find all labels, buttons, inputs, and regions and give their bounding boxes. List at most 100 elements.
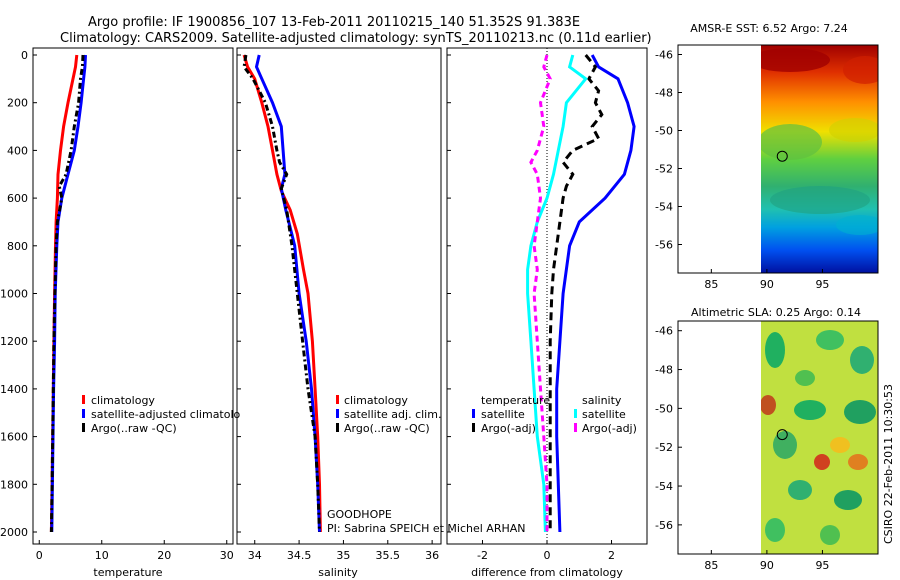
csiro-timestamp: CSIRO 22-Feb-2011 10:30:53: [882, 384, 895, 544]
sla-map-frame: [677, 320, 879, 555]
y-tick-label: 0: [21, 49, 28, 62]
sla-blob: [814, 454, 830, 470]
series-line-satellite-adjusted-climatolo: [50, 54, 87, 533]
temperature-axes-frame: [32, 47, 234, 545]
temperature-series: [49, 54, 87, 533]
temperature-legend: climatology satellite-adjusted climatolo…: [82, 394, 241, 435]
lat-tick-label: -54: [655, 201, 673, 214]
difference-xlabel: difference from climatology: [471, 566, 623, 579]
series-line-argo-raw-qc-: [242, 54, 321, 533]
sst-field: [761, 45, 878, 273]
legend-label-satellite: satellite-adjusted climatolo: [91, 408, 241, 421]
series-line-salinity-argo-adj-: [529, 54, 552, 532]
legend-label-sal-satellite: satellite: [582, 408, 626, 421]
legend-label-temp-argo: Argo(-adj): [481, 422, 536, 435]
sst-blob: [829, 118, 878, 142]
legend-label-climatology: climatology: [91, 394, 155, 407]
sst-map-title: AMSR-E SST: 6.52 Argo: 7.24: [690, 22, 848, 35]
lat-tick-label: -56: [655, 519, 673, 532]
legend-swatch-argo: [82, 423, 85, 432]
sst-map-frame: [677, 44, 879, 274]
sst-blob: [836, 215, 878, 235]
sla-blob: [844, 400, 876, 424]
series-line-temperature-satellite: [555, 54, 636, 533]
sla-blob: [795, 370, 815, 386]
sla-blob: [850, 346, 874, 374]
lon-tick-label: 90: [760, 278, 774, 291]
sla-blob: [794, 400, 826, 420]
pi-annotation: PI: Sabrina SPEICH et Michel ARHAN: [327, 522, 526, 535]
lat-tick-label: -54: [655, 480, 673, 493]
x-tick-label: -2: [477, 549, 488, 562]
sla-blob: [848, 454, 868, 470]
lon-tick-label: 95: [815, 278, 829, 291]
lon-tick-label: 85: [704, 278, 718, 291]
legend-label-climatology: climatology: [344, 394, 408, 407]
y-tick-label: 600: [7, 192, 28, 205]
series-line-satellite-adj-clim-: [254, 54, 321, 533]
legend-swatch-climatology: [336, 395, 339, 404]
argo-position-marker: [776, 150, 788, 162]
legend-salinity-heading: salinity: [582, 394, 622, 407]
figure-title-line1: Argo profile: IF 1900856_107 13-Feb-2011…: [88, 15, 580, 30]
x-tick-label: 36: [425, 549, 439, 562]
x-tick-label: 34: [248, 549, 262, 562]
legend-label-temp-satellite: satellite: [481, 408, 525, 421]
sla-lon-axis: 85 90 95: [704, 550, 829, 572]
sla-blob: [765, 518, 785, 542]
legend-swatch-temp-argo: [472, 423, 475, 432]
salinity-axes-frame: [236, 47, 442, 545]
y-tick-label: 1400: [0, 383, 28, 396]
legend-temperature-heading: temperature: [481, 394, 550, 407]
salinity-series: [242, 54, 322, 533]
legend-swatch-argo: [336, 423, 339, 432]
legend-swatch-sal-argo: [574, 423, 577, 432]
y-tick-label: 1800: [0, 478, 28, 491]
lon-tick-label: 85: [704, 559, 718, 572]
sst-blob: [770, 186, 870, 214]
lat-tick-label: -48: [655, 87, 673, 100]
sst-lat-axis: -46 -48 -50 -52 -54 -56: [655, 49, 682, 252]
legend-label-satellite: satellite adj. clim.: [344, 408, 441, 421]
y-tick-label: 800: [7, 240, 28, 253]
temperature-xlabel: temperature: [93, 566, 162, 579]
lat-tick-label: -50: [655, 125, 673, 138]
temperature-panel: 0 200 400 600 800 1000 1200 1400 1600 1800 2000 0 1…: [0, 47, 241, 579]
sst-map-panel: AMSR-E SST: 6.52 Argo: 7.24 85 90 95 -46-4…: [655, 22, 879, 291]
y-tick-label: 400: [7, 144, 28, 157]
x-tick-label: 35.5: [376, 549, 401, 562]
x-tick-label: 34.5: [287, 549, 312, 562]
legend-swatch-sal-satellite: [574, 409, 577, 418]
series-line-argo-raw-qc-: [49, 54, 85, 533]
legend-swatch-climatology: [82, 395, 85, 404]
sla-blob: [765, 332, 785, 368]
x-tick-label: 35: [336, 549, 350, 562]
sla-map-panel: Altimetric SLA: 0.25 Argo: 0.14 85 90 95 -…: [655, 306, 879, 572]
salinity-legend: climatology satellite adj. clim. Argo(..…: [336, 394, 441, 435]
legend-label-argo: Argo(..raw -QC): [344, 422, 430, 435]
legend-swatch-satellite: [82, 409, 85, 418]
legend-label-argo: Argo(..raw -QC): [91, 422, 177, 435]
y-tick-label: 200: [7, 97, 28, 110]
salinity-panel: 34 34.5 35 35.5 36 salinity climatology sate…: [236, 47, 526, 579]
lon-tick-label: 95: [815, 559, 829, 572]
x-tick-label: 30: [220, 549, 234, 562]
lat-tick-label: -48: [655, 364, 673, 377]
y-tick-label: 1200: [0, 335, 28, 348]
difference-legend: temperature satellite Argo(-adj) salinit…: [472, 394, 637, 435]
y-tick-label: 1600: [0, 431, 28, 444]
sla-blob: [773, 431, 797, 459]
difference-x-axis: -2 0 2: [477, 540, 615, 562]
sla-blob: [761, 395, 776, 415]
sla-blob: [834, 490, 862, 510]
project-annotation: GOODHOPE: [327, 508, 392, 521]
sla-blob: [830, 437, 850, 453]
salinity-xlabel: salinity: [318, 566, 358, 579]
temperature-x-axis: 0 10 20 30: [36, 540, 234, 562]
sla-blob: [820, 525, 840, 545]
salinity-x-axis: 34 34.5 35 35.5 36: [248, 540, 439, 562]
lat-tick-label: -56: [655, 239, 673, 252]
y-tick-label: 1000: [0, 288, 28, 301]
x-tick-label: 0: [544, 549, 551, 562]
